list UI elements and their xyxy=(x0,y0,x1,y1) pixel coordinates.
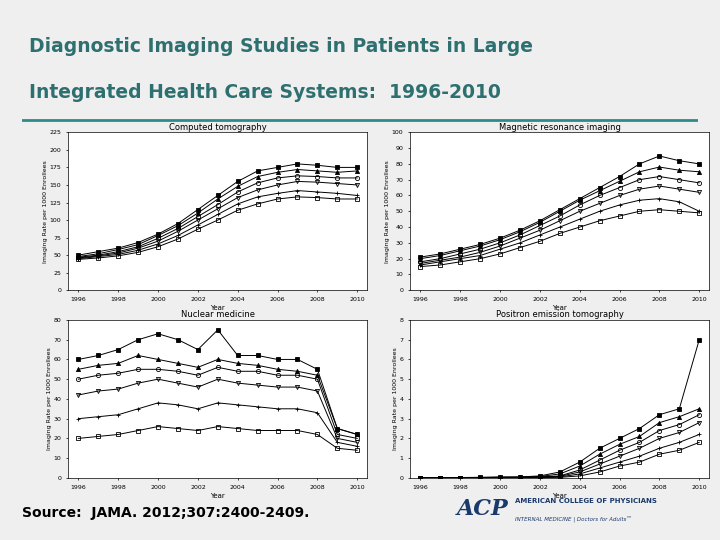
Text: Diagnostic Imaging Studies in Patients in Large: Diagnostic Imaging Studies in Patients i… xyxy=(29,37,533,56)
Y-axis label: Imaging Rate per 1000 Enrollees: Imaging Rate per 1000 Enrollees xyxy=(43,160,48,262)
X-axis label: Year: Year xyxy=(552,305,567,311)
Text: INTERNAL MEDICINE | Doctors for Adults™: INTERNAL MEDICINE | Doctors for Adults™ xyxy=(515,516,631,523)
Title: Nuclear medicine: Nuclear medicine xyxy=(181,310,255,319)
Title: Magnetic resonance imaging: Magnetic resonance imaging xyxy=(499,123,621,132)
X-axis label: Year: Year xyxy=(210,492,225,498)
Text: Source:  JAMA. 2012;307:2400-2409.: Source: JAMA. 2012;307:2400-2409. xyxy=(22,506,309,520)
Title: Positron emission tomography: Positron emission tomography xyxy=(496,310,624,319)
X-axis label: Year: Year xyxy=(210,305,225,311)
Y-axis label: Imaging Rate per 1000 Enrollees: Imaging Rate per 1000 Enrollees xyxy=(393,348,398,450)
Text: AMERICAN COLLEGE OF PHYSICIANS: AMERICAN COLLEGE OF PHYSICIANS xyxy=(515,498,657,504)
Text: Integrated Health Care Systems:  1996-2010: Integrated Health Care Systems: 1996-201… xyxy=(29,83,500,102)
X-axis label: Year: Year xyxy=(552,492,567,498)
Title: Computed tomography: Computed tomography xyxy=(169,123,266,132)
Text: ACP: ACP xyxy=(457,498,509,519)
Y-axis label: Imaging Rate per 1000 Enrollees: Imaging Rate per 1000 Enrollees xyxy=(48,348,52,450)
Y-axis label: Imaging Rate per 1000 Enrollees: Imaging Rate per 1000 Enrollees xyxy=(385,160,390,262)
